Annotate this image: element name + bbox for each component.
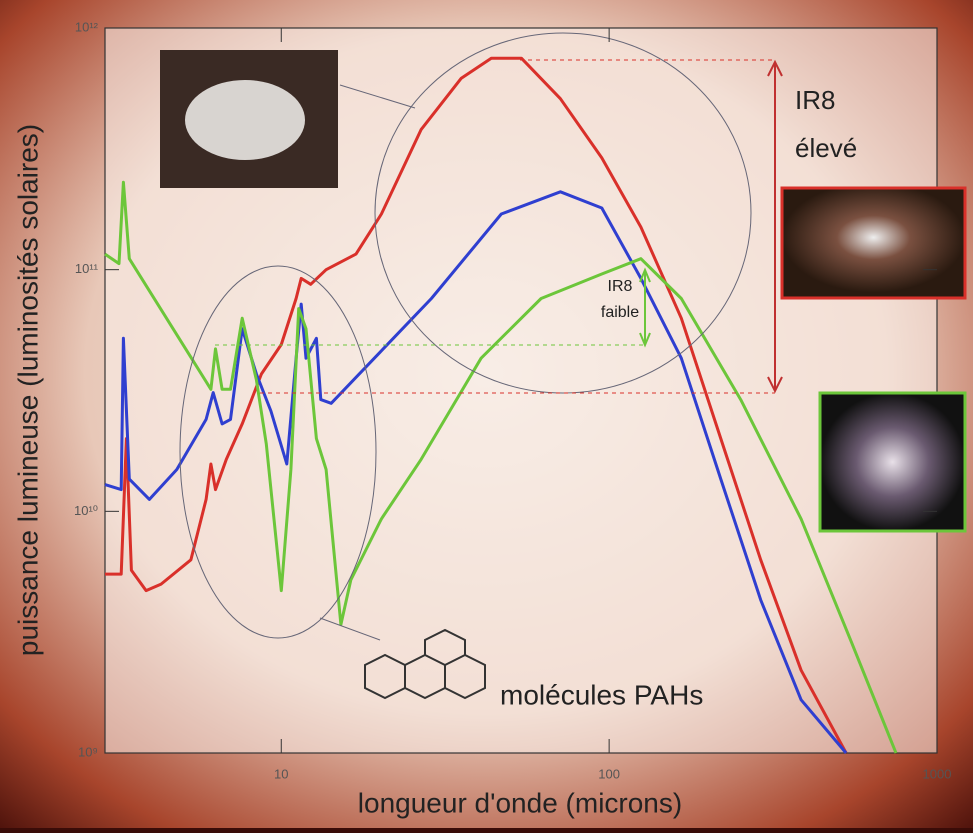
galaxy-photo <box>818 391 967 533</box>
dust-grain <box>185 80 305 160</box>
y-tick-label: 10¹² <box>75 19 99 34</box>
connector <box>339 84 416 109</box>
x-tick-label: 1000 <box>923 766 952 781</box>
highlight-circle <box>179 265 377 639</box>
arrow-head <box>639 267 651 348</box>
x-tick-label: 100 <box>598 766 620 781</box>
annotation: IR8 <box>608 278 633 295</box>
annotation: faible <box>601 304 639 321</box>
y-axis-label: puissance lumineuse (luminosités solaire… <box>12 124 43 656</box>
y-tick-label: 10⁹ <box>78 744 98 759</box>
annotation: élevé <box>795 133 857 163</box>
series-line <box>104 180 898 754</box>
highlight-circle <box>374 32 752 394</box>
x-axis-label: longueur d'onde (microns) <box>358 787 682 818</box>
arrow-head <box>767 59 783 394</box>
y-tick-label: 10¹⁰ <box>74 503 98 518</box>
annotation: molécules PAHs <box>500 679 703 710</box>
x-tick-label: 10 <box>274 766 288 781</box>
annotation: IR8 <box>795 85 835 115</box>
galaxy-photo <box>780 186 967 300</box>
connector <box>319 617 381 641</box>
molecule <box>364 628 486 700</box>
y-tick-label: 10¹¹ <box>75 261 99 276</box>
series-line <box>105 56 848 754</box>
